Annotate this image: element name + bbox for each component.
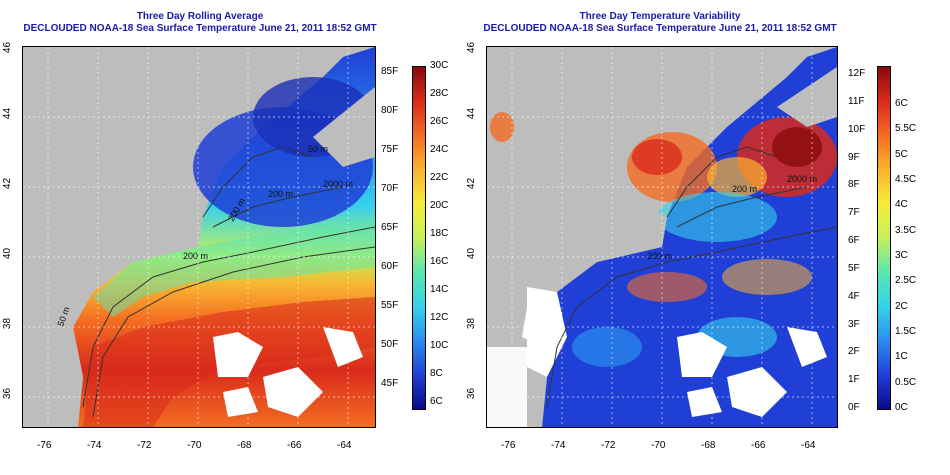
right-colorbar [877,66,891,410]
colorbar-celsius-label: 4.5C [895,174,917,185]
colorbar-fahrenheit-label: 5F [848,262,860,274]
colorbar-celsius-label: 8C [430,368,443,379]
left-lat-tick-label: 36 [2,387,14,400]
right-lat-tick-label: 46 [466,41,478,54]
left-contour-label: 50 m [308,144,328,154]
left-lon-tick-label: -66 [287,440,302,451]
left-contour-label: 2000 m [323,179,353,189]
colorbar-fahrenheit-label: 6F [848,235,860,246]
left-lon-tick-label: -72 [137,440,152,451]
colorbar-fahrenheit-label: 0F [848,402,860,413]
colorbar-celsius-label: 30C [430,60,449,71]
left-lon-tick-label: -76 [37,440,52,451]
right-lat-tick-label: 38 [466,317,478,330]
colorbar-fahrenheit-label: 10F [848,123,866,135]
colorbar-celsius-label: 24C [430,144,449,155]
left-map[interactable]: 50 m 200 m 2000 m 200 m 200 m 50 m [22,46,376,428]
colorbar-fahrenheit-label: 3F [848,318,860,330]
right-lat-tick-label: 36 [466,387,478,400]
colorbar-fahrenheit-label: 45F [381,378,399,389]
right-lon-tick-label: -74 [551,440,566,451]
colorbar-celsius-label: 20C [430,200,449,211]
right-lon-tick-label: -68 [701,440,716,451]
colorbar-fahrenheit-label: 1F [848,374,860,386]
colorbar-celsius-label: 18C [430,228,449,239]
colorbar-celsius-label: 5.5C [895,123,917,135]
left-lat-tick-label: 46 [2,41,14,54]
right-title-line2: DECLOUDED NOAA-18 Sea Surface Temperatur… [483,23,837,34]
colorbar-fahrenheit-label: 70F [381,183,399,194]
right-contour-label: 200 m [732,184,757,194]
left-lon-tick-label: -68 [237,440,252,451]
right-lon-tick-label: -64 [801,440,816,451]
left-lon-tick-label: -64 [337,440,352,451]
right-map[interactable]: 2000 m 200 m 200 m [486,46,838,428]
left-contour-label: 200 m [268,189,293,199]
right-map-image: 2000 m 200 m 200 m [487,47,837,427]
colorbar-celsius-label: 2.5C [895,275,917,287]
colorbar-fahrenheit-label: 8F [848,179,860,191]
right-lon-tick-label: -70 [651,440,666,451]
left-lat-tick-label: 42 [2,177,14,190]
colorbar-celsius-label: 16C [430,256,449,267]
colorbar-fahrenheit-label: 11F [848,95,865,107]
colorbar-fahrenheit-label: 85F [381,66,399,77]
colorbar-celsius-label: 22C [430,172,449,183]
colorbar-celsius-label: 1.5C [895,326,917,337]
right-contour-label: 200 m [647,251,672,261]
right-lat-tick-label: 42 [466,177,478,190]
colorbar-fahrenheit-label: 4F [848,290,860,302]
colorbar-celsius-label: 12C [430,312,449,323]
right-lon-tick-label: -72 [601,440,616,451]
colorbar-fahrenheit-label: 7F [848,207,860,219]
left-lat-tick-label: 40 [2,247,14,260]
right-lon-tick-label: -76 [501,440,516,451]
left-lat-tick-label: 38 [2,317,14,330]
colorbar-celsius-label: 3.5C [895,224,917,236]
colorbar-fahrenheit-label: 80F [381,105,399,116]
left-lon-tick-label: -74 [87,440,102,451]
colorbar-celsius-label: 4C [895,199,908,211]
colorbar-fahrenheit-label: 75F [381,144,399,155]
colorbar-fahrenheit-label: 12F [848,68,866,79]
colorbar-fahrenheit-label: 9F [848,151,860,163]
left-map-image: 50 m 200 m 2000 m 200 m 200 m 50 m [23,47,375,427]
right-lat-tick-label: 40 [466,247,478,260]
right-lat-tick-label: 44 [466,107,478,120]
left-title-line1: Three Day Rolling Average [136,11,264,22]
colorbar-fahrenheit-label: 55F [381,300,399,311]
colorbar-celsius-label: 3C [895,250,908,261]
colorbar-celsius-label: 10C [430,340,449,351]
colorbar-celsius-label: 6C [430,396,443,407]
colorbar-fahrenheit-label: 2F [848,346,860,358]
left-lat-tick-label: 44 [2,107,14,120]
left-colorbar [412,66,426,410]
left-lon-tick-label: -70 [187,440,202,451]
colorbar-celsius-label: 5C [895,148,908,160]
right-lon-tick-label: -66 [751,440,766,451]
colorbar-fahrenheit-label: 50F [381,339,399,350]
colorbar-celsius-label: 26C [430,116,449,127]
colorbar-fahrenheit-label: 65F [381,222,399,233]
left-contour-label: 200 m [183,251,208,261]
colorbar-celsius-label: 1C [895,351,908,363]
colorbar-celsius-label: 28C [430,88,449,99]
right-title-line1: Three Day Temperature Variability [579,11,741,22]
colorbar-celsius-label: 14C [430,284,449,295]
left-title-line2: DECLOUDED NOAA-18 Sea Surface Temperatur… [23,23,377,34]
right-contour-label: 2000 m [787,174,817,184]
colorbar-celsius-label: 0C [895,402,908,413]
colorbar-celsius-label: 2C [895,300,908,312]
colorbar-celsius-label: 0.5C [895,376,917,388]
colorbar-celsius-label: 6C [895,98,908,109]
colorbar-fahrenheit-label: 60F [381,261,399,272]
